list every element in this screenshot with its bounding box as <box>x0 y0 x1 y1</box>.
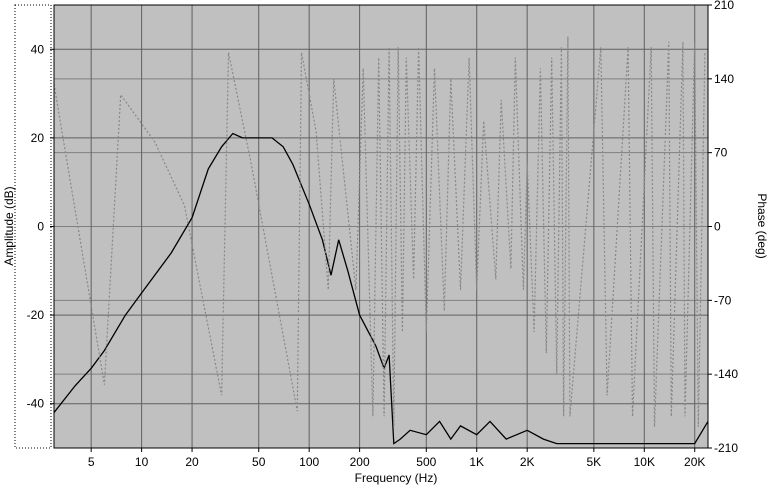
y2-tick-label: -210 <box>714 441 738 455</box>
y2-tick-label: 70 <box>714 146 728 160</box>
data-line <box>54 132 708 445</box>
x-axis-label: Frequency (Hz) <box>355 471 438 485</box>
y-tick-label: 0 <box>37 220 44 234</box>
x-tick-label: 2K <box>520 455 535 469</box>
y2-tick-label: 210 <box>714 0 734 12</box>
y2-tick-label: 140 <box>714 72 734 86</box>
y-tick-label: -20 <box>27 308 45 322</box>
x-tick-label: 50 <box>252 455 266 469</box>
x-tick-label: 1K <box>469 455 484 469</box>
y-axis-label: Amplitude (dB) <box>2 186 16 265</box>
x-tick-label: 10K <box>634 455 655 469</box>
y2-axis-label: Phase (deg) <box>755 193 768 258</box>
x-tick-label: 20K <box>684 455 705 469</box>
x-tick-label: 500 <box>416 455 436 469</box>
y2-tick-label: -70 <box>714 293 732 307</box>
y2-tick-label: 0 <box>714 220 721 234</box>
data-line <box>54 36 706 427</box>
x-tick-label: 5K <box>587 455 602 469</box>
x-tick-label: 20 <box>185 455 199 469</box>
x-tick-label: 200 <box>350 455 370 469</box>
axis-focus-box <box>14 4 52 449</box>
y-tick-label: -40 <box>27 397 45 411</box>
y-tick-label: 40 <box>31 42 45 56</box>
y2-tick-label: -140 <box>714 367 738 381</box>
x-tick-label: 10 <box>135 455 149 469</box>
x-tick-label: 5 <box>88 455 95 469</box>
plot-border <box>53 4 709 449</box>
x-tick-label: 100 <box>299 455 319 469</box>
y-tick-label: 20 <box>31 131 45 145</box>
